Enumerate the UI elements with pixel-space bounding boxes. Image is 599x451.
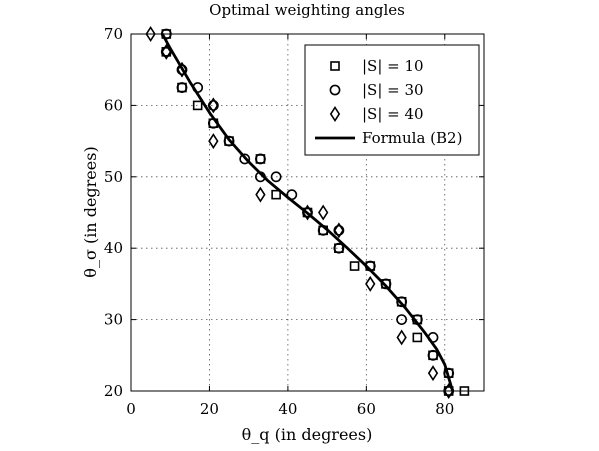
square-marker xyxy=(412,332,423,343)
x-tick-label: 0 xyxy=(126,400,136,418)
diamond-marker xyxy=(208,133,219,150)
circle-marker xyxy=(333,242,345,254)
circle-marker xyxy=(239,153,251,165)
x-tick-label: 60 xyxy=(357,400,376,418)
diamond-marker xyxy=(208,97,219,114)
y-tick-label: 30 xyxy=(104,311,123,329)
circle-marker xyxy=(427,332,439,343)
circle-marker xyxy=(207,117,219,129)
circle-marker xyxy=(160,28,172,40)
y-tick-label: 50 xyxy=(104,168,123,186)
circle-marker xyxy=(380,278,392,290)
y-tick-label: 70 xyxy=(104,25,123,43)
diamond-marker xyxy=(318,204,329,221)
legend-circle-swatch xyxy=(329,84,341,96)
scatter-markers xyxy=(145,26,470,399)
x-axis-label: θ_q (in degrees) xyxy=(242,425,373,444)
formula-curve-layer xyxy=(160,32,455,393)
series-diamond xyxy=(145,26,454,399)
y-tick-label: 40 xyxy=(104,239,123,257)
y-tick-labels: 20 30 40 50 60 70 xyxy=(104,25,123,400)
square-marker xyxy=(459,386,470,396)
circle-marker xyxy=(317,224,329,236)
x-tick-label: 40 xyxy=(278,400,297,418)
circle-marker xyxy=(427,349,439,361)
square-marker xyxy=(271,189,281,200)
circle-marker xyxy=(255,171,266,183)
x-tick-labels: 0 20 40 60 80 xyxy=(126,400,454,418)
legend-item: |S| = 30 xyxy=(329,81,424,99)
circle-marker xyxy=(443,367,455,379)
plot-frame xyxy=(130,33,485,392)
circle-marker xyxy=(176,82,188,93)
circle-marker xyxy=(192,82,204,93)
formula-curve xyxy=(160,32,455,393)
y-axis-label: θ_σ (in degrees) xyxy=(81,146,100,277)
diamond-marker xyxy=(255,186,266,203)
x-tick-label: 80 xyxy=(435,400,454,418)
diamond-marker xyxy=(176,61,188,78)
y-tick-label: 60 xyxy=(104,96,123,114)
legend: |S| = 10 |S| = 30 |S| = 40 Formula (B2) xyxy=(304,44,480,156)
legend-diamond-swatch xyxy=(329,106,341,122)
diamond-marker xyxy=(365,275,376,292)
y-tick-label: 20 xyxy=(104,382,123,400)
circle-marker xyxy=(364,260,376,272)
legend-label: |S| = 10 xyxy=(362,57,424,75)
circle-marker xyxy=(396,296,408,308)
circle-marker xyxy=(223,135,235,147)
diamond-marker xyxy=(302,204,313,221)
legend-label: |S| = 40 xyxy=(362,105,424,123)
diamond-marker xyxy=(396,329,407,346)
diamond-marker xyxy=(443,383,454,399)
square-marker xyxy=(349,261,360,271)
circle-marker xyxy=(411,314,423,325)
circle-marker xyxy=(270,171,282,183)
x-tick-label: 20 xyxy=(200,400,219,418)
chart-title: Optimal weighting angles xyxy=(209,1,405,19)
circle-marker xyxy=(333,224,345,236)
legend-item: |S| = 40 xyxy=(329,105,424,123)
legend-item: |S| = 10 xyxy=(330,57,424,75)
diamond-marker xyxy=(427,365,439,382)
diamond-marker xyxy=(145,26,156,42)
circle-marker xyxy=(396,314,408,325)
diamond-marker xyxy=(333,222,345,239)
diamond-marker xyxy=(161,43,172,60)
legend-label: Formula (B2) xyxy=(362,129,462,147)
circle-marker xyxy=(255,153,266,165)
legend-square-swatch xyxy=(330,61,340,71)
square-marker xyxy=(192,100,203,111)
circle-marker xyxy=(286,189,298,201)
legend-item: Formula (B2) xyxy=(315,129,462,147)
legend-label: |S| = 30 xyxy=(362,81,424,99)
